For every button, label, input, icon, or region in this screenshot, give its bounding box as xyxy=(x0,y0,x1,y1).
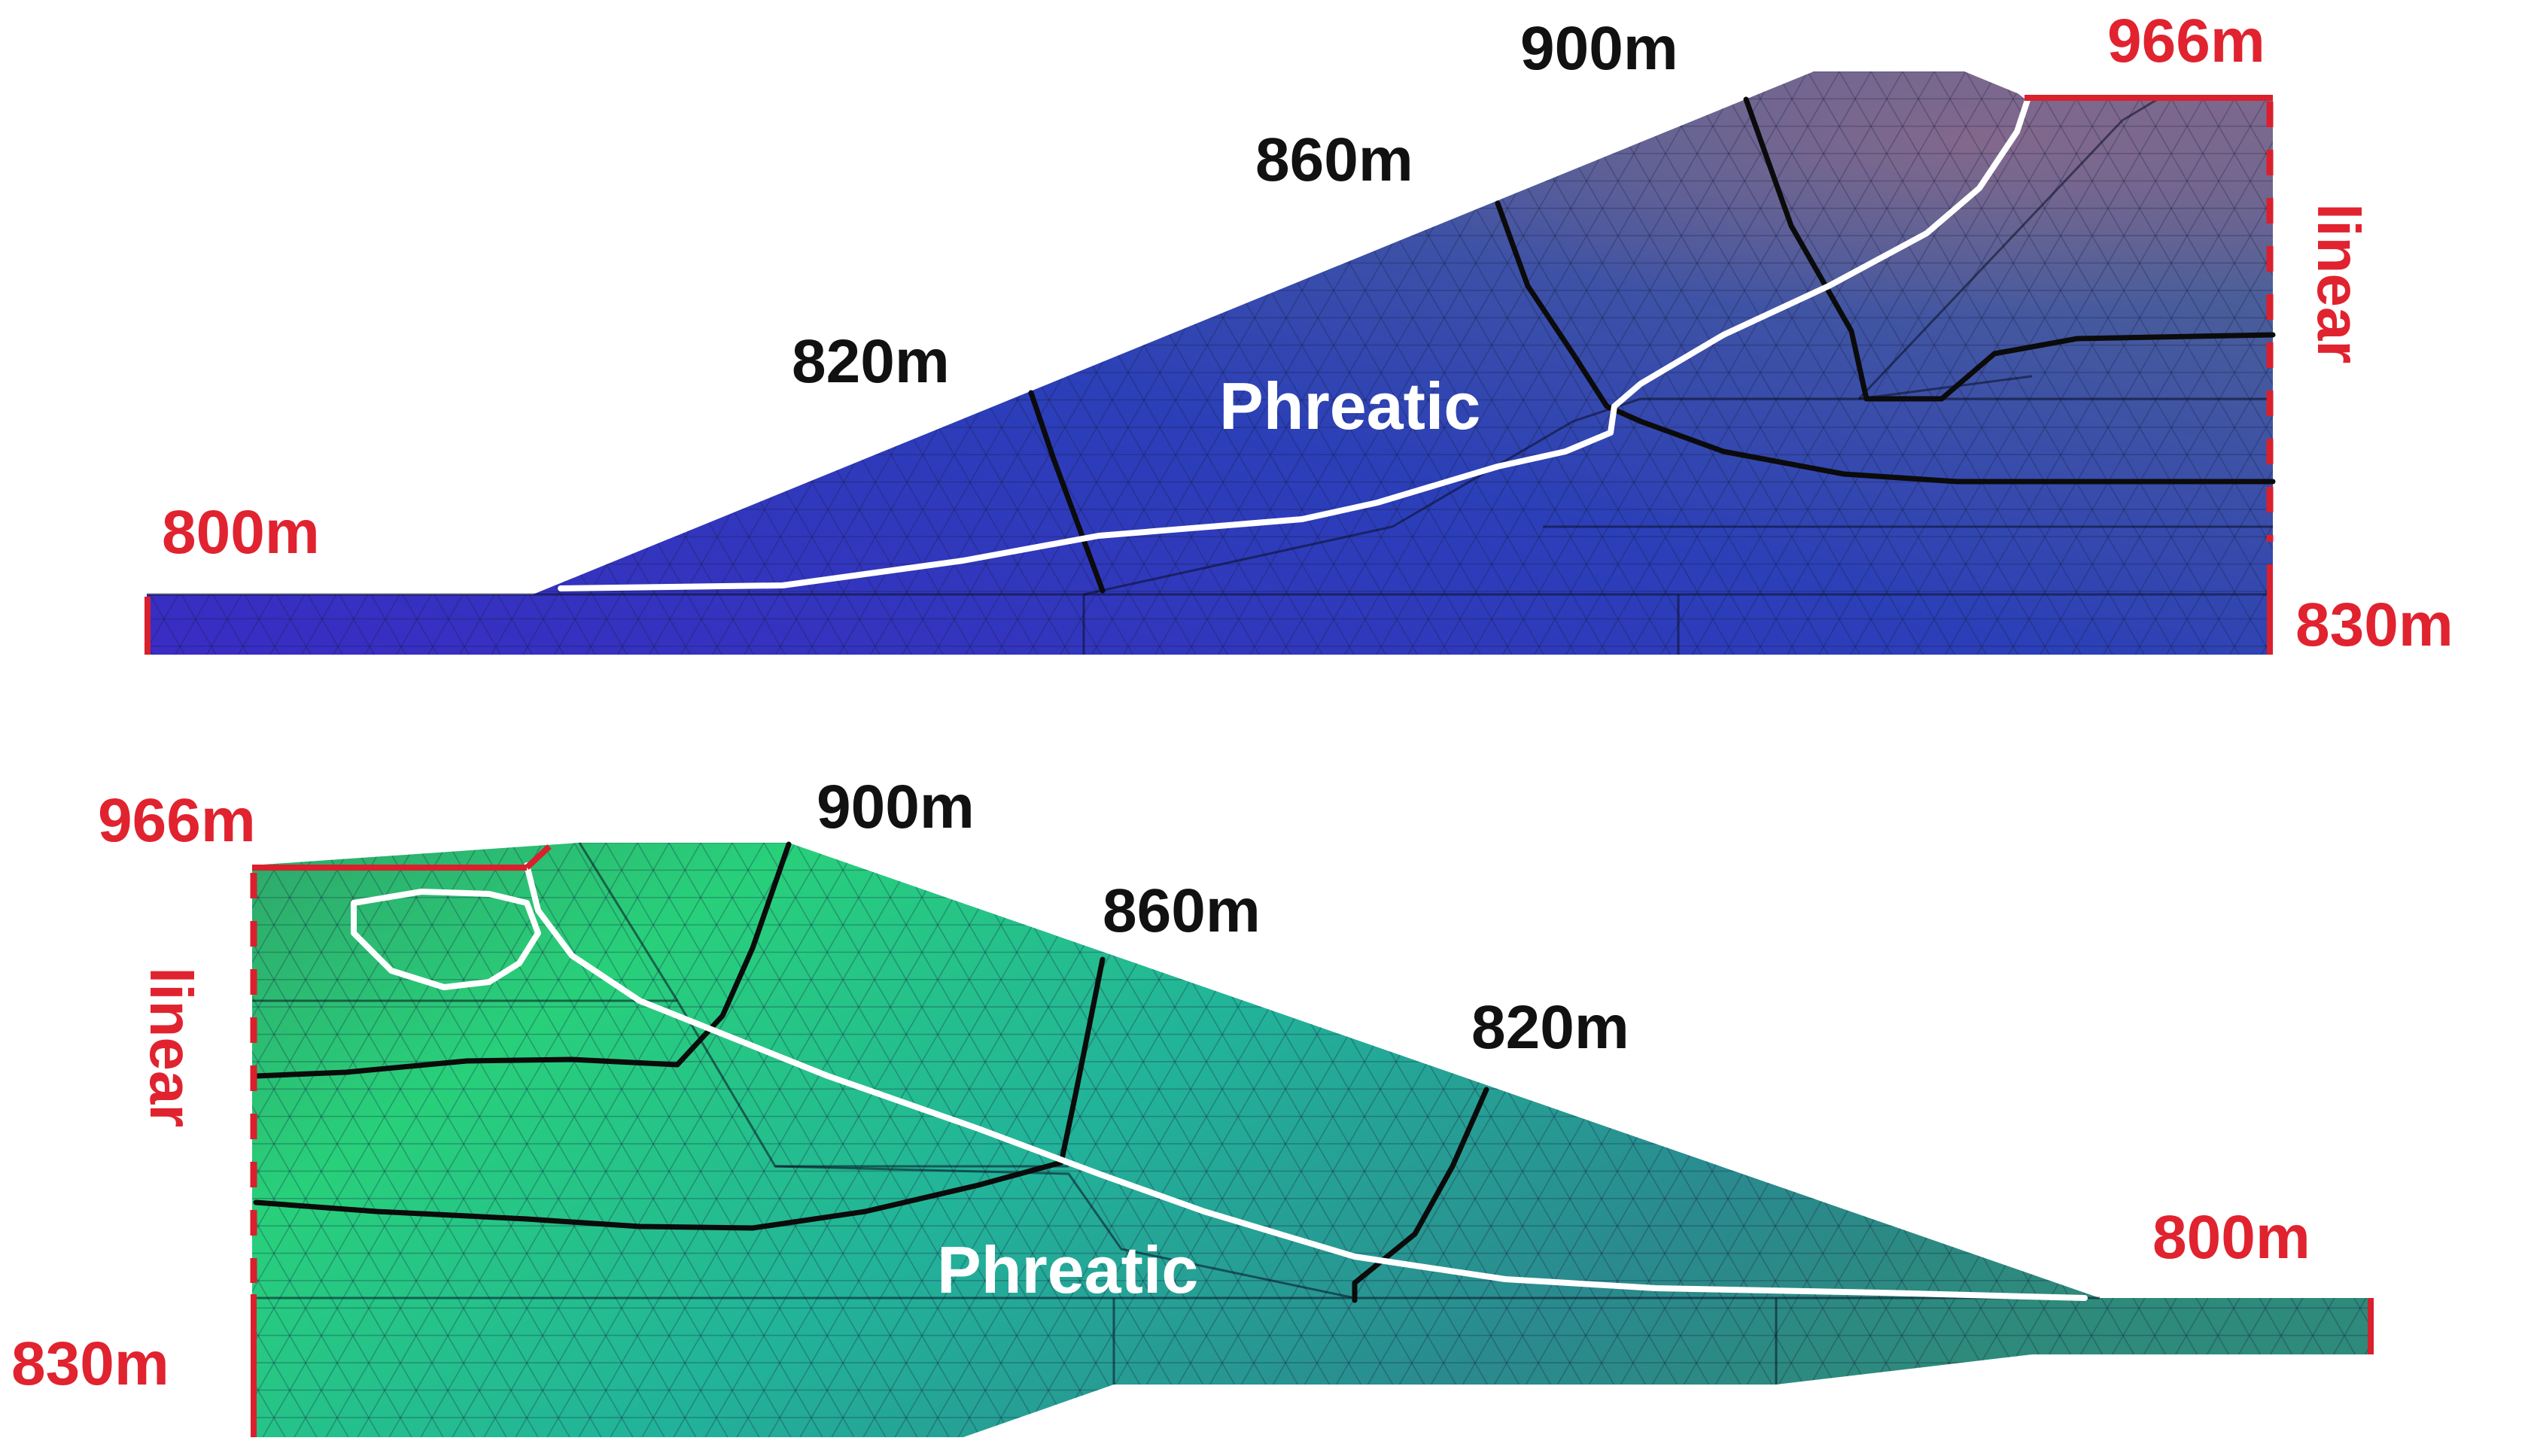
bottom-boundary-label-830: 830m xyxy=(11,1330,169,1398)
bottom-perched-phreatic-loop xyxy=(351,889,541,990)
bottom-contour-label-820: 820m xyxy=(1471,993,1629,1062)
bottom-boundary-label-800: 800m xyxy=(2152,1203,2310,1272)
bottom-boundary-conditions xyxy=(250,844,2374,1437)
bottom-boundary-label-966: 966m xyxy=(98,786,256,855)
top-boundary-label-966: 966m xyxy=(2107,7,2265,75)
top-panel: 900m 860m 820m 800m 966m 830m linear Phr… xyxy=(144,7,2453,659)
bottom-contour-820 xyxy=(1352,1087,1489,1303)
bottom-contour-label-860: 860m xyxy=(1103,877,1261,945)
top-boundary-label-830: 830m xyxy=(2295,591,2453,659)
top-contour-860 xyxy=(1495,200,2276,485)
bottom-soil-domain xyxy=(252,843,2371,1437)
top-phreatic-label: Phreatic xyxy=(1219,369,1480,443)
top-soil-domain xyxy=(147,71,2273,655)
top-contour-label-860: 860m xyxy=(1255,126,1413,194)
bottom-contour-900 xyxy=(253,841,792,1079)
top-contour-label-820: 820m xyxy=(792,327,950,396)
top-boundary-conditions xyxy=(144,95,2274,655)
top-contour-820 xyxy=(1028,390,1106,594)
bottom-layer-lines xyxy=(252,842,2100,1385)
top-boundary-label-800: 800m xyxy=(162,498,320,567)
top-boundary-label-linear: linear xyxy=(2305,203,2372,363)
bottom-panel: 966m 830m linear 800m 900m 860m 820m Phr… xyxy=(11,773,2374,1437)
top-head-contours xyxy=(1028,96,2276,594)
bottom-phreatic-label: Phreatic xyxy=(937,1233,1198,1307)
bottom-contour-860 xyxy=(253,956,1106,1231)
bottom-head-contours xyxy=(253,841,1489,1303)
top-contour-900 xyxy=(1743,96,2276,402)
bottom-phreatic-line xyxy=(524,862,2088,1301)
top-phreatic-line xyxy=(558,86,2031,591)
bottom-boundary-label-linear: linear xyxy=(138,967,205,1127)
top-contour-label-900: 900m xyxy=(1520,14,1678,83)
bottom-contour-label-900: 900m xyxy=(817,773,975,841)
